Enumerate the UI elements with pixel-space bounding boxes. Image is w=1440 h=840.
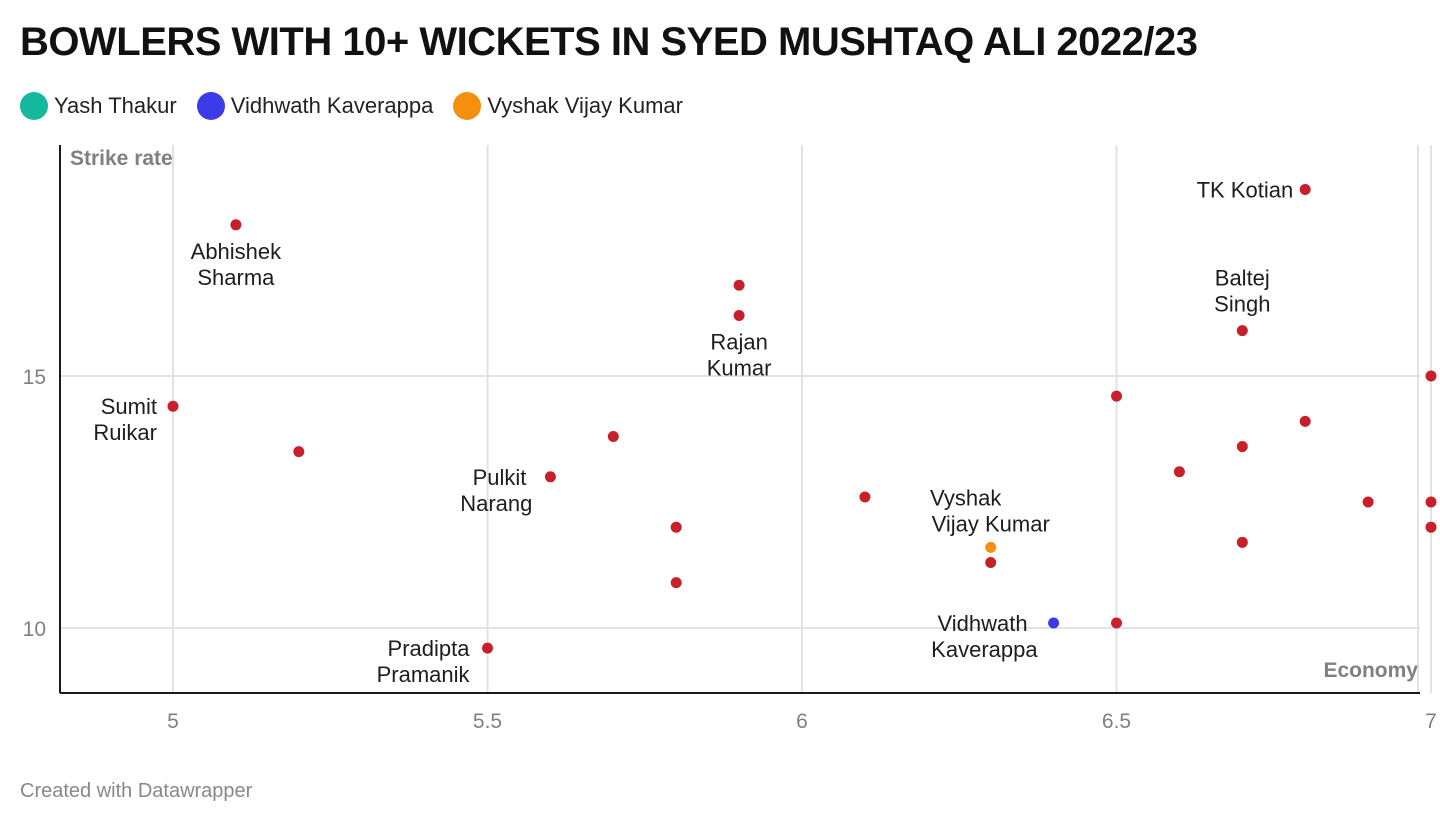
x-axis-label: Economy — [1323, 659, 1418, 682]
x-tick-label: 6 — [796, 710, 808, 733]
x-tick-label: 7 — [1425, 710, 1437, 733]
data-point — [1299, 415, 1311, 427]
point-label-line: TK Kotian — [1197, 178, 1294, 203]
point-label-line: Kumar — [707, 356, 772, 381]
data-point-abhishek-sharma — [230, 219, 242, 231]
legend-label-vyshak-vijay-kumar: Vyshak Vijay Kumar — [487, 93, 683, 118]
point-label-line: Abhishek — [191, 239, 283, 264]
legend-swatch-yash-thakur — [20, 92, 48, 120]
legend-label-vidhwath-kaverappa: Vidhwath Kaverappa — [230, 93, 434, 118]
legend-item-vyshak-vijay-kumar: Vyshak Vijay Kumar — [453, 92, 683, 120]
point-label-line: Pulkit — [473, 465, 527, 490]
data-point — [670, 521, 682, 533]
grid — [60, 145, 1432, 693]
point-label-line: Sharma — [197, 265, 275, 290]
scatter-chart: 55.566.577.588.51015 Strike rate Economy… — [23, 145, 1437, 733]
x-tick-label: 5 — [167, 710, 179, 733]
tick-labels: 55.566.577.588.51015 — [23, 366, 1437, 733]
point-label-sumit-ruikar: Sumit Ruikar — [93, 394, 157, 445]
legend: Yash Thakur Vidhwath Kaverappa Vyshak Vi… — [20, 92, 683, 120]
data-point-rajan-kumar — [733, 310, 745, 322]
data-point — [859, 491, 871, 503]
data-point — [293, 446, 305, 458]
point-label-line: Kaverappa — [931, 637, 1038, 662]
data-point-baltej-singh — [1236, 325, 1248, 337]
legend-swatch-vyshak-vijay-kumar — [453, 92, 482, 120]
data-point-sumit-ruikar — [167, 400, 179, 412]
data-point — [1425, 521, 1437, 533]
legend-item-vidhwath-kaverappa: Vidhwath Kaverappa — [196, 92, 434, 120]
data-point-pradipta-pramanik — [482, 642, 493, 654]
data-point-vidhwath-kaverappa — [1048, 617, 1060, 629]
data-point-pulkit-narang — [544, 471, 556, 483]
point-label-vidhwath-kaverappa: Vidhwath Kaverappa — [931, 611, 1038, 662]
y-tick-label: 10 — [23, 618, 46, 641]
point-label-pulkit-narang: Pulkit Narang — [460, 465, 532, 516]
data-point — [1236, 441, 1248, 453]
point-label-pradipta-pramanik: Pradipta Pramanik — [377, 636, 471, 687]
data-point — [1173, 466, 1185, 478]
data-point — [985, 556, 997, 568]
data-point — [1362, 496, 1374, 508]
point-label-line: Sumit — [101, 394, 157, 419]
y-tick-label: 15 — [23, 366, 46, 389]
data-point-tk-kotian — [1299, 184, 1311, 196]
data-points — [167, 184, 1437, 654]
point-label-rajan-kumar: Rajan Kumar — [707, 330, 772, 381]
point-label-tk-kotian: TK Kotian — [1197, 178, 1294, 203]
point-label-line: Singh — [1214, 292, 1270, 317]
chart-title: BOWLERS WITH 10+ WICKETS IN SYED MUSHTAQ… — [20, 20, 1198, 64]
point-label-line: Pradipta — [388, 636, 471, 661]
point-label-line: Vyshak — [930, 485, 1002, 510]
data-point — [607, 430, 619, 442]
data-point — [1425, 496, 1437, 508]
legend-label-yash-thakur: Yash Thakur — [54, 93, 177, 118]
data-point — [1425, 370, 1437, 382]
point-label-vyshak-vijay-kumar: Vyshak Vijay Kumar — [930, 485, 1050, 536]
data-point — [1111, 390, 1122, 402]
legend-swatch-vidhwath-kaverappa — [196, 92, 225, 120]
point-label-line: Ruikar — [93, 420, 157, 445]
footer-credit: Created with Datawrapper — [20, 780, 253, 802]
data-point — [1111, 617, 1122, 629]
data-point — [1236, 536, 1248, 548]
x-tick-label: 5.5 — [473, 710, 502, 733]
point-label-line: Rajan — [710, 330, 767, 355]
point-label-line: Vidhwath — [937, 611, 1027, 636]
point-label-line: Vijay Kumar — [932, 511, 1050, 536]
y-axis-label: Strike rate — [70, 147, 173, 170]
point-label-abhishek-sharma: Abhishek Sharma — [191, 239, 283, 290]
x-tick-label: 6.5 — [1102, 710, 1131, 733]
legend-item-yash-thakur: Yash Thakur — [20, 92, 177, 120]
point-label-line: Narang — [460, 491, 532, 516]
axes — [59, 145, 1420, 694]
data-point-vyshak-vijay-kumar — [985, 541, 997, 553]
point-label-line: Baltej — [1215, 266, 1270, 291]
data-point — [733, 279, 745, 291]
point-label-baltej-singh: Baltej Singh — [1214, 266, 1270, 317]
point-label-line: Pramanik — [377, 662, 471, 687]
data-point — [670, 577, 682, 589]
